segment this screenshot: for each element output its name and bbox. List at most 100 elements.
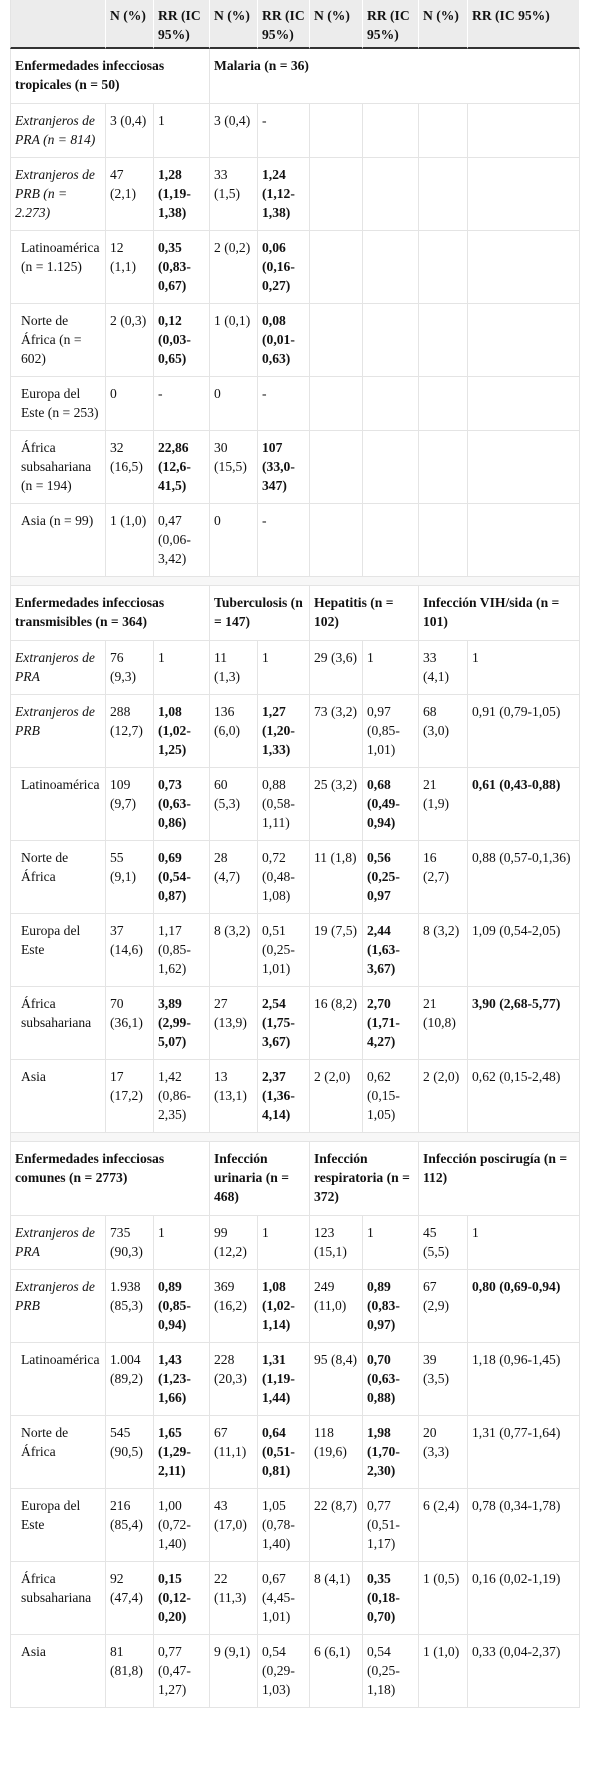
cell-n-percent: 39 (3,5) (419, 1343, 468, 1416)
group-title: Enfermedades infecciosas tropicales (n =… (10, 49, 210, 104)
cell-n-percent: 60 (5,3) (210, 768, 258, 841)
cell-rr-ci: 0,80 (0,69-0,94) (468, 1270, 580, 1343)
cell-rr-ci: 0,89 (0,83-0,97) (363, 1270, 419, 1343)
cell-n-percent: 45 (5,5) (419, 1216, 468, 1270)
cell-rr-ci: 1,18 (0,96-1,45) (468, 1343, 580, 1416)
cell-rr-ci: 0,12 (0,03-0,65) (154, 304, 210, 377)
cell-n-percent: 228 (20,3) (210, 1343, 258, 1416)
table-row: Europa del Este 216 (85,4) 1,00 (0,72-1,40… (10, 1489, 580, 1562)
cell-rr-ci: - (258, 104, 310, 158)
cell-n-percent (310, 104, 363, 158)
cell-n-percent: 6 (2,4) (419, 1489, 468, 1562)
cell-n-percent: 369 (16,2) (210, 1270, 258, 1343)
cell-rr-ci (363, 104, 419, 158)
cell-n-percent: 2 (2,0) (310, 1060, 363, 1133)
cell-n-percent: 37 (14,6) (106, 914, 154, 987)
cell-rr-ci: 0,70 (0,63-0,88) (363, 1343, 419, 1416)
cell-n-percent (310, 158, 363, 231)
cell-n-percent: 17 (17,2) (106, 1060, 154, 1133)
cell-rr-ci (363, 231, 419, 304)
cell-rr-ci: 0,08 (0,01-0,63) (258, 304, 310, 377)
cell-rr-ci: 0,61 (0,43-0,88) (468, 768, 580, 841)
cell-n-percent: 2 (0,2) (210, 231, 258, 304)
cell-n-percent (419, 231, 468, 304)
cell-n-percent: 118 (19,6) (310, 1416, 363, 1489)
cell-n-percent: 19 (7,5) (310, 914, 363, 987)
row-label: Extranjeros de PRA (n = 814) (10, 104, 106, 158)
cell-rr-ci: - (258, 377, 310, 431)
cell-rr-ci: 0,77 (0,47-1,27) (154, 1635, 210, 1708)
disease-title: Infección poscirugía (n = 112) (419, 1142, 580, 1216)
table-row: África subsahariana (n = 194) 32 (16,5) 22… (10, 431, 580, 504)
row-label: Europa del Este (10, 1489, 106, 1562)
cell-rr-ci (363, 377, 419, 431)
row-label: Extranjeros de PRB (10, 695, 106, 768)
cell-rr-ci: 1,17 (0,85-1,62) (154, 914, 210, 987)
cell-n-percent: 8 (4,1) (310, 1562, 363, 1635)
cell-rr-ci: 22,86 (12,6-41,5) (154, 431, 210, 504)
row-label: Latinoamérica (10, 1343, 106, 1416)
cell-n-percent (310, 304, 363, 377)
header-cell-n: N (%) (106, 0, 154, 49)
cell-rr-ci: 0,72 (0,48-1,08) (258, 841, 310, 914)
cell-n-percent: 55 (9,1) (106, 841, 154, 914)
cell-n-percent: 33 (1,5) (210, 158, 258, 231)
cell-n-percent (310, 377, 363, 431)
row-label: Norte de África (10, 841, 106, 914)
cell-n-percent: 29 (3,6) (310, 641, 363, 695)
cell-rr-ci: 0,54 (0,29-1,03) (258, 1635, 310, 1708)
disease-title: Hepatitis (n = 102) (310, 586, 419, 641)
cell-n-percent: 21 (1,9) (419, 768, 468, 841)
cell-n-percent: 76 (9,3) (106, 641, 154, 695)
cell-rr-ci: 0,54 (0,25-1,18) (363, 1635, 419, 1708)
row-label: África subsahariana (n = 194) (10, 431, 106, 504)
cell-rr-ci: 1,65 (1,29-2,11) (154, 1416, 210, 1489)
table-row: Norte de África 545 (90,5) 1,65 (1,29-2,11… (10, 1416, 580, 1489)
cell-rr-ci (363, 304, 419, 377)
table-row: Extranjeros de PRA 76 (9,3) 1 11 (1,3) 1 29 (… (10, 641, 580, 695)
disease-title: Infección urinaria (n = 468) (210, 1142, 310, 1216)
cell-n-percent: 0 (106, 377, 154, 431)
cell-n-percent (419, 304, 468, 377)
row-label: Asia (n = 99) (10, 504, 106, 577)
cell-n-percent: 95 (8,4) (310, 1343, 363, 1416)
cell-rr-ci: 2,37 (1,36-4,14) (258, 1060, 310, 1133)
cell-rr-ci: 0,73 (0,63-0,86) (154, 768, 210, 841)
cell-n-percent: 2 (0,3) (106, 304, 154, 377)
cell-rr-ci: 1 (363, 641, 419, 695)
cell-rr-ci: 1,09 (0,54-2,05) (468, 914, 580, 987)
cell-rr-ci (468, 104, 580, 158)
table-row: Extranjeros de PRB (n = 2.273) 47 (2,1) 1,… (10, 158, 580, 231)
cell-n-percent: 43 (17,0) (210, 1489, 258, 1562)
cell-rr-ci: 0,56 (0,25-0,97 (363, 841, 419, 914)
table-row: Extranjeros de PRB 288 (12,7) 1,08 (1,02-1… (10, 695, 580, 768)
cell-rr-ci: 0,77 (0,51-1,17) (363, 1489, 419, 1562)
cell-n-percent: 27 (13,9) (210, 987, 258, 1060)
cell-n-percent (419, 431, 468, 504)
table-container: N (%) RR (IC 95%) N (%) RR (IC 95%) N (%… (10, 0, 580, 1708)
cell-rr-ci: 1,31 (1,19-1,44) (258, 1343, 310, 1416)
cell-rr-ci: 1,28 (1,19-1,38) (154, 158, 210, 231)
header-cell-n: N (%) (310, 0, 363, 49)
block-spacer (10, 577, 580, 586)
cell-n-percent: 735 (90,3) (106, 1216, 154, 1270)
cell-n-percent: 1 (0,1) (210, 304, 258, 377)
header-cell-n: N (%) (419, 0, 468, 49)
cell-n-percent: 16 (2,7) (419, 841, 468, 914)
cell-rr-ci: 1,08 (1,02-1,14) (258, 1270, 310, 1343)
cell-n-percent: 12 (1,1) (106, 231, 154, 304)
row-label: Europa del Este (10, 914, 106, 987)
cell-n-percent: 47 (2,1) (106, 158, 154, 231)
cell-n-percent: 9 (9,1) (210, 1635, 258, 1708)
cell-n-percent: 68 (3,0) (419, 695, 468, 768)
cell-rr-ci: 1,43 (1,23-1,66) (154, 1343, 210, 1416)
table-row: Extranjeros de PRA (n = 814) 3 (0,4) 1 3 (0… (10, 104, 580, 158)
cell-n-percent: 11 (1,8) (310, 841, 363, 914)
cell-n-percent: 11 (1,3) (210, 641, 258, 695)
cell-n-percent: 13 (13,1) (210, 1060, 258, 1133)
disease-title: Infección respiratoria (n = 372) (310, 1142, 419, 1216)
cell-n-percent: 0 (210, 377, 258, 431)
table-body: Enfermedades infecciosas tropicales (n =… (10, 49, 580, 1708)
disease-title: Tuberculosis (n = 147) (210, 586, 310, 641)
cell-rr-ci: 2,44 (1,63-3,67) (363, 914, 419, 987)
